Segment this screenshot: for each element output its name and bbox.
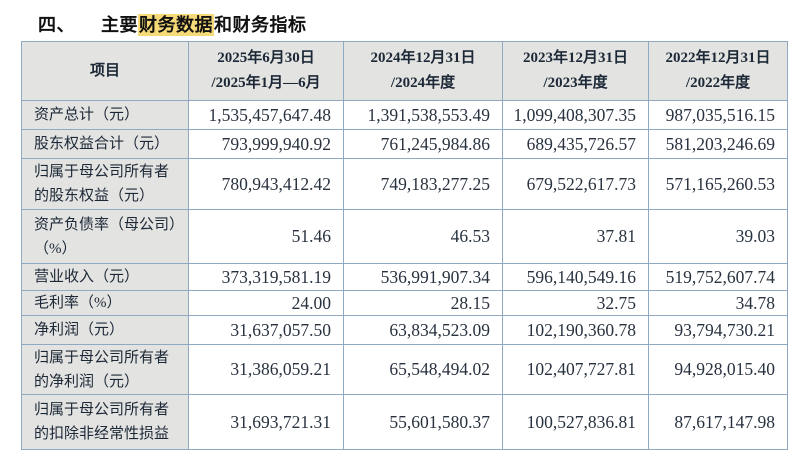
value-cell: 31,637,057.50 — [188, 315, 344, 345]
value-cell: 65,548,494.02 — [343, 344, 503, 395]
table-row-total-equity: 股东权益合计（元） 793,999,940.92 761,245,984.86 … — [21, 129, 788, 159]
row-label-cell: 净利润（元） — [21, 315, 189, 345]
header-period-2022-cell: 2022年12月31日 /2022年度 — [648, 41, 788, 101]
value-cell: 1,099,408,307.35 — [502, 100, 649, 130]
header-period-2024-cell: 2024年12月31日 /2024年度 — [343, 41, 503, 101]
value-cell: 749,183,277.25 — [343, 158, 503, 210]
title-highlight: 财务数据 — [138, 14, 214, 36]
table-row-revenue: 营业收入（元） 373,319,581.19 536,991,907.34 59… — [21, 263, 788, 291]
title-post-highlight: 和财务指标 — [214, 15, 307, 35]
value-cell: 100,527,836.81 — [502, 394, 649, 450]
value-cell: 32.75 — [502, 290, 649, 316]
value-cell: 536,991,907.34 — [343, 263, 503, 291]
value-cell: 31,693,721.31 — [188, 394, 344, 450]
value-cell: 1,391,538,553.49 — [343, 100, 503, 130]
value-cell: 571,165,260.53 — [648, 158, 788, 210]
row-label-cell: 归属于母公司所有者 的股东权益（元） — [21, 158, 189, 210]
value-cell: 87,617,147.98 — [648, 394, 788, 450]
row-label-cell: 毛利率（%） — [21, 290, 189, 316]
financial-data-table: 项目 2025年6月30日 /2025年1月—6月 2024年12月31日 /2… — [21, 41, 788, 450]
value-cell: 987,035,516.15 — [648, 100, 788, 130]
value-cell: 63,834,523.09 — [343, 315, 503, 345]
value-cell: 1,535,457,647.48 — [188, 100, 344, 130]
value-cell: 780,943,412.42 — [188, 158, 344, 210]
value-cell: 37.81 — [502, 209, 649, 264]
page-title: 四、 主要财务数据和财务指标 — [0, 0, 800, 41]
header-item-cell: 项目 — [21, 41, 189, 101]
table-header-row: 项目 2025年6月30日 /2025年1月—6月 2024年12月31日 /2… — [21, 41, 788, 101]
row-label-cell: 资产总计（元） — [21, 100, 189, 130]
row-label-cell: 股东权益合计（元） — [21, 129, 189, 159]
title-pre-highlight: 主要 — [101, 15, 138, 35]
value-cell: 102,190,360.78 — [502, 315, 649, 345]
row-label-cell: 资产负债率（母公司） （%） — [21, 209, 189, 264]
value-cell: 102,407,727.81 — [502, 344, 649, 395]
table-row-parent-equity: 归属于母公司所有者 的股东权益（元） 780,943,412.42 749,18… — [21, 158, 788, 210]
table-row-gross-margin: 毛利率（%） 24.00 28.15 32.75 34.78 — [21, 290, 788, 316]
value-cell: 689,435,726.57 — [502, 129, 649, 159]
value-cell: 793,999,940.92 — [188, 129, 344, 159]
value-cell: 39.03 — [648, 209, 788, 264]
value-cell: 28.15 — [343, 290, 503, 316]
table-row-parent-net-profit: 归属于母公司所有者 的净利润（元） 31,386,059.21 65,548,4… — [21, 344, 788, 395]
value-cell: 373,319,581.19 — [188, 263, 344, 291]
value-cell: 93,794,730.21 — [648, 315, 788, 345]
row-label-cell: 归属于母公司所有者 的净利润（元） — [21, 344, 189, 395]
value-cell: 31,386,059.21 — [188, 344, 344, 395]
value-cell: 596,140,549.16 — [502, 263, 649, 291]
header-period-2025-cell: 2025年6月30日 /2025年1月—6月 — [188, 41, 344, 101]
value-cell: 761,245,984.86 — [343, 129, 503, 159]
table-row-total-assets: 资产总计（元） 1,535,457,647.48 1,391,538,553.4… — [21, 100, 788, 130]
value-cell: 24.00 — [188, 290, 344, 316]
value-cell: 519,752,607.74 — [648, 263, 788, 291]
value-cell: 51.46 — [188, 209, 344, 264]
table-row-net-profit: 净利润（元） 31,637,057.50 63,834,523.09 102,1… — [21, 315, 788, 345]
row-label-cell: 营业收入（元） — [21, 263, 189, 291]
value-cell: 55,601,580.37 — [343, 394, 503, 450]
header-period-2023-cell: 2023年12月31日 /2023年度 — [502, 41, 649, 101]
value-cell: 46.53 — [343, 209, 503, 264]
table-row-parent-net-profit-excl-nonrecurring: 归属于母公司所有者 的扣除非经常性损益 31,693,721.31 55,601… — [21, 394, 788, 450]
value-cell: 581,203,246.69 — [648, 129, 788, 159]
row-label-cell: 归属于母公司所有者 的扣除非经常性损益 — [21, 394, 189, 450]
value-cell: 34.78 — [648, 290, 788, 316]
title-text: 主要财务数据和财务指标 — [101, 11, 307, 37]
section-number: 四、 — [38, 15, 75, 35]
value-cell: 94,928,015.40 — [648, 344, 788, 395]
table-row-debt-ratio: 资产负债率（母公司） （%） 51.46 46.53 37.81 39.03 — [21, 209, 788, 264]
value-cell: 679,522,617.73 — [502, 158, 649, 210]
